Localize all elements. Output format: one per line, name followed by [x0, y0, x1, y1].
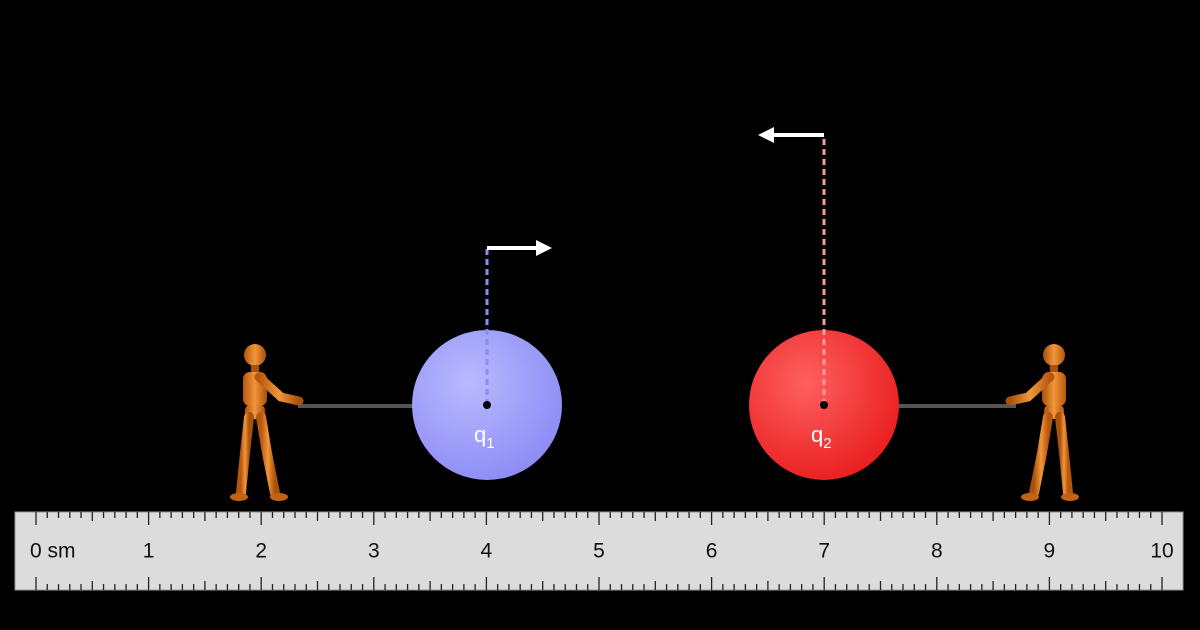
arrow-head	[536, 240, 552, 256]
ruler-label: 4	[481, 540, 493, 563]
charge[interactable]: q2	[749, 127, 899, 480]
center-dot	[820, 401, 828, 409]
charge-letter: q	[474, 422, 486, 447]
charge-label: q1	[474, 422, 495, 452]
charge[interactable]: q1	[412, 240, 562, 480]
charge-label: q2	[811, 422, 832, 452]
ruler[interactable]: 0 sm 1 2 3 4 5 6 7 8 9 10	[14, 511, 1184, 591]
ruler-label: 9	[1044, 540, 1056, 563]
ruler-label: 1	[143, 540, 155, 563]
ruler-label: 8	[931, 540, 943, 563]
ruler-label: 10	[1150, 540, 1173, 563]
charge-subscript: 2	[823, 435, 831, 452]
ruler-label: 5	[593, 540, 605, 563]
ruler-label: 0 sm	[30, 540, 76, 563]
charge-subscript: 1	[486, 435, 494, 452]
center-dot	[483, 401, 491, 409]
charge-letter: q	[811, 422, 823, 447]
puller-figure	[230, 344, 299, 501]
arrow-head	[758, 127, 774, 143]
puller-figure	[1010, 344, 1079, 501]
ruler-label: 3	[368, 540, 380, 563]
ruler-label: 7	[818, 540, 830, 563]
ruler-label: 2	[255, 540, 267, 563]
ruler-label: 6	[706, 540, 718, 563]
